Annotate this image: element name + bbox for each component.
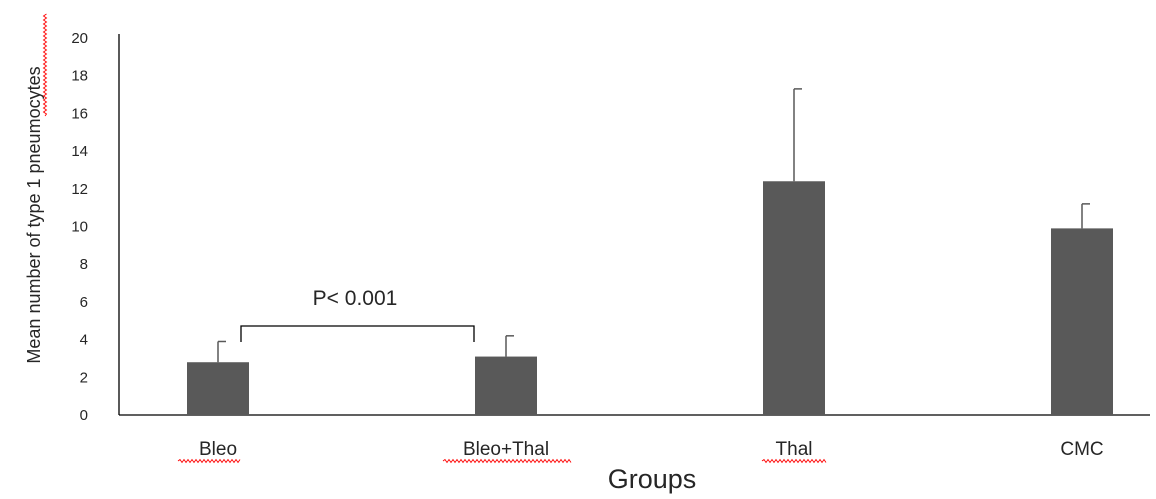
spellcheck-underline: [42, 13, 48, 117]
y-tick-label: 2: [80, 369, 88, 386]
spellcheck-underline: [761, 458, 827, 464]
y-tick-label: 6: [80, 294, 88, 311]
y-axis-title: Mean number of type 1 pneumocytes: [24, 66, 44, 363]
x-tick-label: Bleo: [199, 439, 237, 460]
x-axis-title: Groups: [608, 464, 697, 494]
y-tick-label: 18: [71, 68, 88, 85]
y-tick-label: 10: [71, 219, 88, 236]
bar: [187, 362, 249, 415]
significance-label: P< 0.001: [313, 287, 398, 310]
bar: [475, 356, 537, 415]
x-tick-label: CMC: [1060, 439, 1103, 460]
significance-bracket: [240, 325, 475, 342]
y-tick-label: 14: [71, 143, 88, 160]
bar: [1051, 228, 1113, 415]
y-tick-label: 4: [80, 332, 88, 349]
x-tick-label: Bleo+Thal: [463, 439, 549, 460]
y-tick-label: 0: [80, 407, 88, 424]
x-tick-label: Thal: [776, 439, 813, 460]
spellcheck-underline: [442, 458, 572, 464]
y-tick-label: 20: [71, 30, 88, 47]
y-tick-label: 12: [71, 181, 88, 198]
spellcheck-underline: [177, 458, 241, 464]
y-tick-label: 16: [71, 105, 88, 122]
y-tick-label: 8: [80, 256, 88, 273]
bar: [763, 181, 825, 415]
